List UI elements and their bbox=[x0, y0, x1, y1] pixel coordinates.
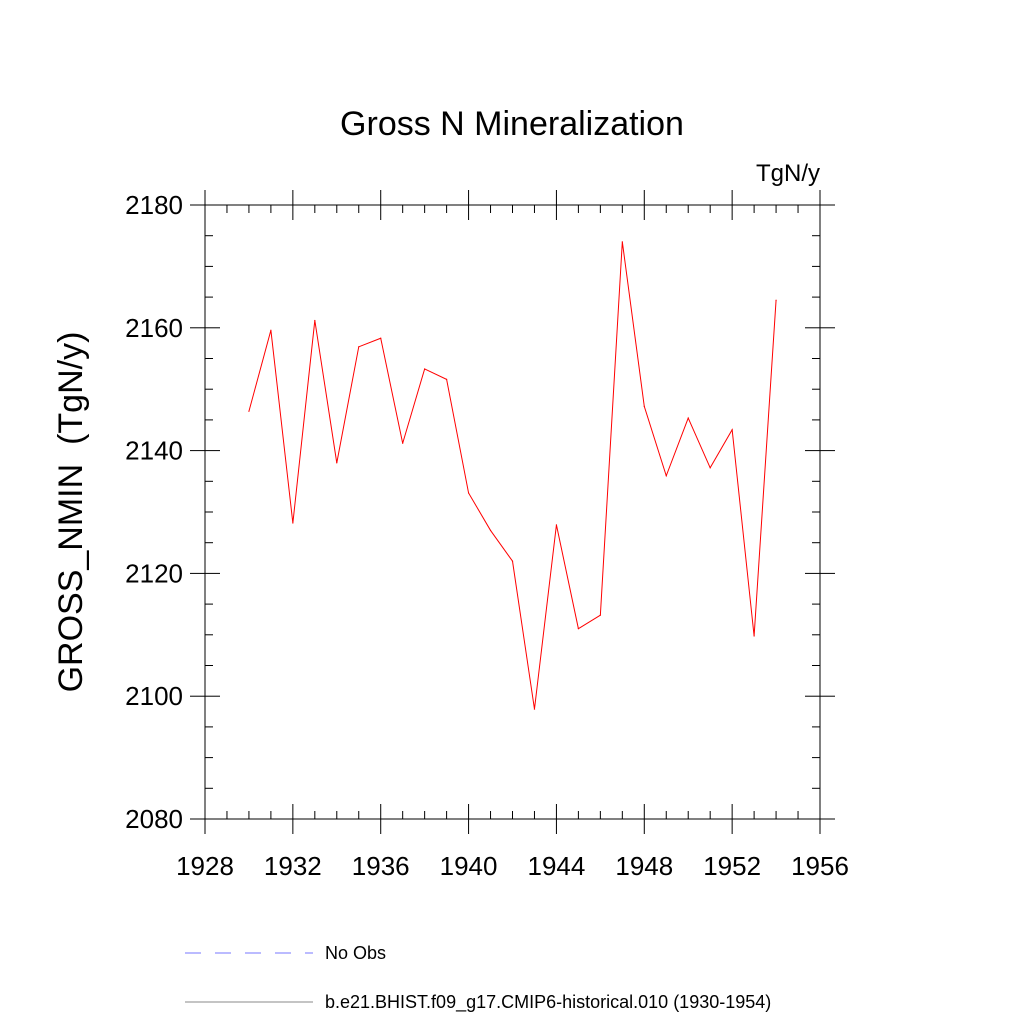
data-point bbox=[292, 522, 294, 524]
y-tick-label: 2160 bbox=[125, 313, 183, 343]
y-tick-label: 2140 bbox=[125, 436, 183, 466]
legend-label-no-obs: No Obs bbox=[325, 943, 386, 963]
y-tick-label: 2120 bbox=[125, 558, 183, 588]
data-point bbox=[511, 560, 514, 562]
data-point bbox=[248, 410, 250, 412]
x-tick-label: 1928 bbox=[176, 851, 234, 881]
data-point bbox=[446, 378, 448, 380]
x-tick-label: 1944 bbox=[528, 851, 586, 881]
data-point bbox=[533, 708, 536, 710]
y-axis-label: GROSS_NMIN (TgN/y) bbox=[52, 332, 90, 693]
data-point bbox=[687, 417, 689, 419]
data-point bbox=[489, 529, 492, 532]
x-tick-label: 1936 bbox=[352, 851, 410, 881]
data-point bbox=[775, 299, 777, 301]
data-point bbox=[467, 492, 470, 494]
data-point bbox=[424, 368, 426, 370]
data-point bbox=[621, 241, 623, 243]
series-line bbox=[248, 241, 777, 710]
data-point bbox=[555, 524, 558, 526]
x-tick-label: 1952 bbox=[703, 851, 761, 881]
x-tick-label: 1948 bbox=[615, 851, 673, 881]
data-point bbox=[270, 329, 272, 331]
data-point bbox=[336, 462, 338, 464]
data-point bbox=[314, 319, 316, 322]
legend-label-model: b.e21.BHIST.f09_g17.CMIP6-historical.010… bbox=[325, 992, 771, 1013]
y-tick-label: 2100 bbox=[125, 681, 183, 711]
data-point bbox=[709, 467, 711, 469]
x-tick-label: 1932 bbox=[264, 851, 322, 881]
units-label: TgN/y bbox=[756, 160, 820, 187]
data-point bbox=[753, 635, 755, 637]
data-point bbox=[643, 405, 645, 407]
data-point bbox=[665, 475, 667, 477]
plot-frame bbox=[204, 204, 821, 820]
x-tick-label: 1940 bbox=[440, 851, 498, 881]
data-point bbox=[358, 346, 360, 348]
x-tick-label: 1956 bbox=[791, 851, 849, 881]
data-point bbox=[577, 628, 579, 630]
data-point bbox=[402, 442, 404, 444]
data-point bbox=[380, 337, 382, 339]
y-tick-label: 2180 bbox=[125, 190, 183, 220]
chart-title: Gross N Mineralization bbox=[340, 105, 684, 143]
data-point bbox=[599, 614, 601, 616]
data-point bbox=[731, 429, 733, 431]
y-tick-label: 2080 bbox=[125, 804, 183, 834]
